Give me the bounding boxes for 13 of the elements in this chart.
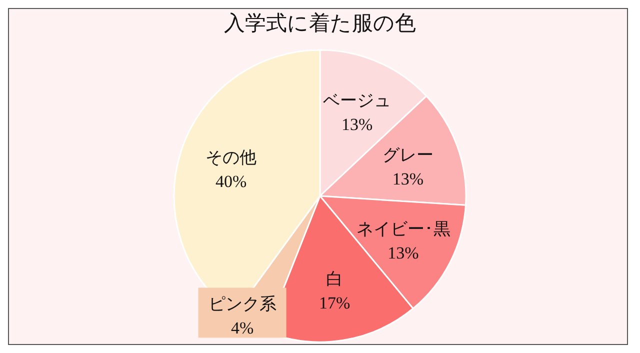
slice-label: 白 [326, 269, 344, 288]
data-label: 4% [230, 318, 254, 338]
slice-label: その他 [206, 148, 257, 168]
data-label: 17% [319, 293, 350, 312]
slice-label: ネイビー･黒 [356, 219, 450, 238]
data-label: 13% [392, 169, 424, 188]
chart-title: 入学式に着た服の色 [224, 11, 416, 35]
data-label: 13% [342, 115, 373, 134]
data-label: 40% [216, 172, 247, 192]
data-label: 13% [388, 243, 419, 262]
slice-label: ピンク系 [208, 294, 276, 314]
slice-label: グレー [382, 145, 434, 164]
slice-label: ベージュ [323, 91, 392, 110]
